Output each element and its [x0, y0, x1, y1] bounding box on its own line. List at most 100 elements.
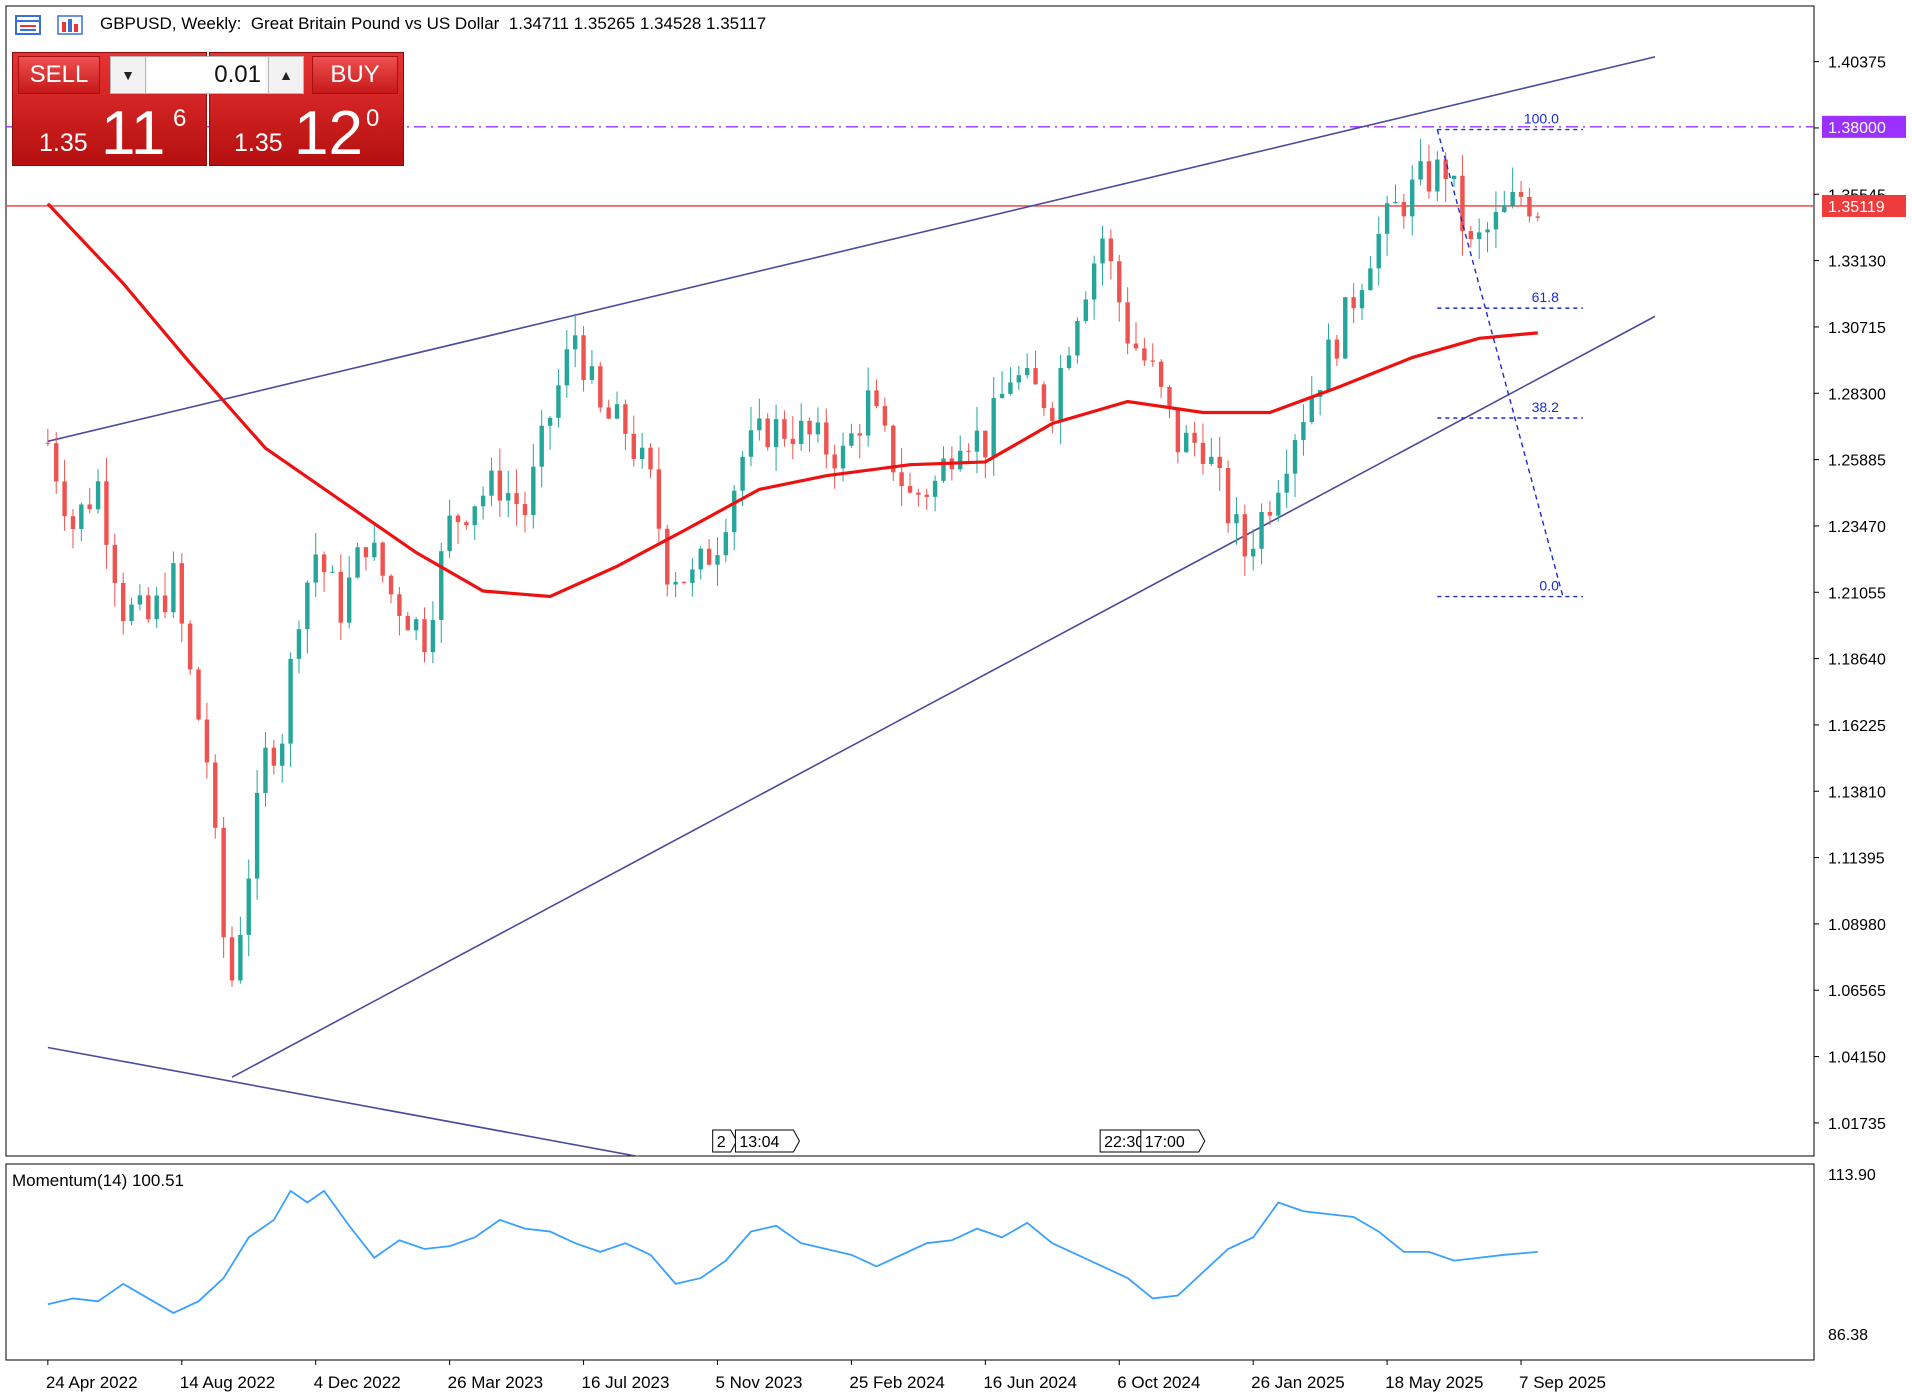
- candle-body-120: [1050, 408, 1055, 421]
- momentum-line: [47, 1189, 1538, 1314]
- candle-body-111: [974, 430, 980, 452]
- candle-body-131: [1142, 348, 1147, 361]
- candle-body-161: [1393, 201, 1398, 204]
- sell-label[interactable]: SELL: [18, 56, 100, 94]
- x-tick-label-11: 7 Sep 2025: [1519, 1373, 1606, 1392]
- buy-price-fraction: 0: [366, 105, 380, 132]
- sell-price-fraction: 6: [173, 105, 187, 132]
- candle-body-2: [62, 481, 67, 517]
- candle-body-7: [104, 481, 109, 545]
- candle-body-114: [999, 393, 1005, 399]
- candle-body-167: [1443, 159, 1448, 180]
- candles: [45, 139, 1540, 987]
- time-marker-label-1: 13:04: [739, 1134, 779, 1151]
- candle-body-142: [1234, 514, 1239, 524]
- candle-body-132: [1150, 360, 1155, 362]
- time-marker-box-1: [734, 1129, 800, 1153]
- candle-body-84: [748, 430, 754, 457]
- candle-body-171: [1476, 232, 1482, 240]
- candle-body-115: [1008, 382, 1013, 394]
- candle-body-159: [1376, 233, 1381, 269]
- buy-price-pips: 12: [294, 99, 363, 168]
- y-tick-label-8: 1.21055: [1828, 585, 1886, 602]
- candle-body-116: [1016, 375, 1022, 383]
- indicator-label: Momentum(14) 100.51: [12, 1171, 184, 1190]
- candle-body-26: [263, 747, 268, 793]
- candle-body-79: [706, 548, 712, 565]
- candle-body-16: [179, 563, 184, 624]
- candle-body-66: [598, 366, 603, 408]
- candle-body-56: [514, 493, 519, 505]
- candle-body-15: [171, 563, 176, 613]
- x-tick-label-7: 16 Jun 2024: [983, 1373, 1077, 1392]
- sell-price-pips: 11: [101, 99, 166, 168]
- candle-body-55: [506, 493, 511, 501]
- candle-body-74: [665, 528, 670, 585]
- lot-size-stepper[interactable]: ▼ 0.01 ▲: [110, 56, 304, 94]
- candle-body-40: [380, 542, 385, 576]
- buy-label[interactable]: BUY: [312, 56, 398, 94]
- time-marker-label-2: 22:30: [1104, 1134, 1144, 1151]
- candle-body-118: [1033, 368, 1038, 385]
- fib-label-1: 61.8: [1532, 289, 1559, 305]
- x-tick-label-6: 25 Feb 2024: [849, 1373, 944, 1392]
- candle-body-162: [1401, 201, 1407, 217]
- fib-diagonal: [1436, 129, 1564, 597]
- candle-body-65: [589, 366, 595, 381]
- candle-body-86: [765, 418, 770, 448]
- candle-body-92: [815, 422, 821, 435]
- candle-body-140: [1217, 456, 1222, 469]
- candle-body-157: [1359, 290, 1365, 309]
- candle-body-145: [1259, 511, 1264, 549]
- candle-body-76: [681, 581, 687, 583]
- lot-size-input[interactable]: 0.01: [147, 57, 265, 93]
- axis-frame: [5, 5, 1815, 1361]
- x-tick-label-0: 24 Apr 2022: [46, 1373, 138, 1392]
- candle-body-139: [1209, 456, 1214, 464]
- candle-body-50: [464, 522, 469, 526]
- fib-label-3: 0.0: [1539, 578, 1559, 594]
- candle-body-42: [397, 594, 402, 616]
- candle-body-104: [916, 492, 921, 495]
- lot-decrease-button[interactable]: ▼: [111, 57, 146, 93]
- candle-body-155: [1343, 297, 1348, 359]
- candle-body-11: [137, 595, 143, 605]
- trendlines: [47, 56, 1656, 1156]
- candle-body-141: [1225, 468, 1231, 524]
- main-plot-border: [5, 5, 1815, 1157]
- candle-body-109: [958, 450, 963, 470]
- ind-tick-label-0: 113.90: [1828, 1167, 1876, 1184]
- candle-body-117: [1024, 368, 1030, 376]
- bar-chart-icon[interactable]: [56, 14, 84, 36]
- candle-body-106: [932, 480, 938, 497]
- y-tick-label-4: 1.30715: [1828, 320, 1886, 337]
- candle-body-168: [1451, 175, 1457, 180]
- candle-body-133: [1158, 361, 1164, 387]
- candle-body-19: [204, 719, 210, 763]
- candle-body-122: [1066, 355, 1072, 369]
- candle-body-44: [413, 619, 419, 631]
- candle-body-146: [1267, 511, 1273, 516]
- y-tick-label-6: 1.25885: [1828, 453, 1886, 470]
- lot-increase-button[interactable]: ▲: [268, 57, 303, 93]
- candle-body-103: [907, 486, 913, 493]
- candle-body-126: [1100, 238, 1105, 264]
- candle-body-154: [1334, 339, 1340, 359]
- candle-body-59: [539, 425, 544, 467]
- candle-body-85: [757, 418, 762, 431]
- candle-body-150: [1301, 422, 1306, 441]
- candle-body-32: [313, 554, 318, 583]
- candle-body-158: [1368, 268, 1373, 291]
- candle-body-43: [405, 615, 410, 631]
- candle-body-130: [1133, 343, 1139, 349]
- chart-window-icon[interactable]: [14, 14, 42, 36]
- candle-body-5: [87, 504, 92, 510]
- candle-body-99: [874, 390, 879, 407]
- candle-body-33: [321, 554, 327, 573]
- candle-body-91: [807, 420, 812, 435]
- trendline-2: [47, 1046, 641, 1156]
- candle-body-138: [1200, 442, 1206, 464]
- candle-body-77: [690, 569, 695, 583]
- candle-body-82: [732, 490, 737, 533]
- candle-body-119: [1041, 384, 1047, 409]
